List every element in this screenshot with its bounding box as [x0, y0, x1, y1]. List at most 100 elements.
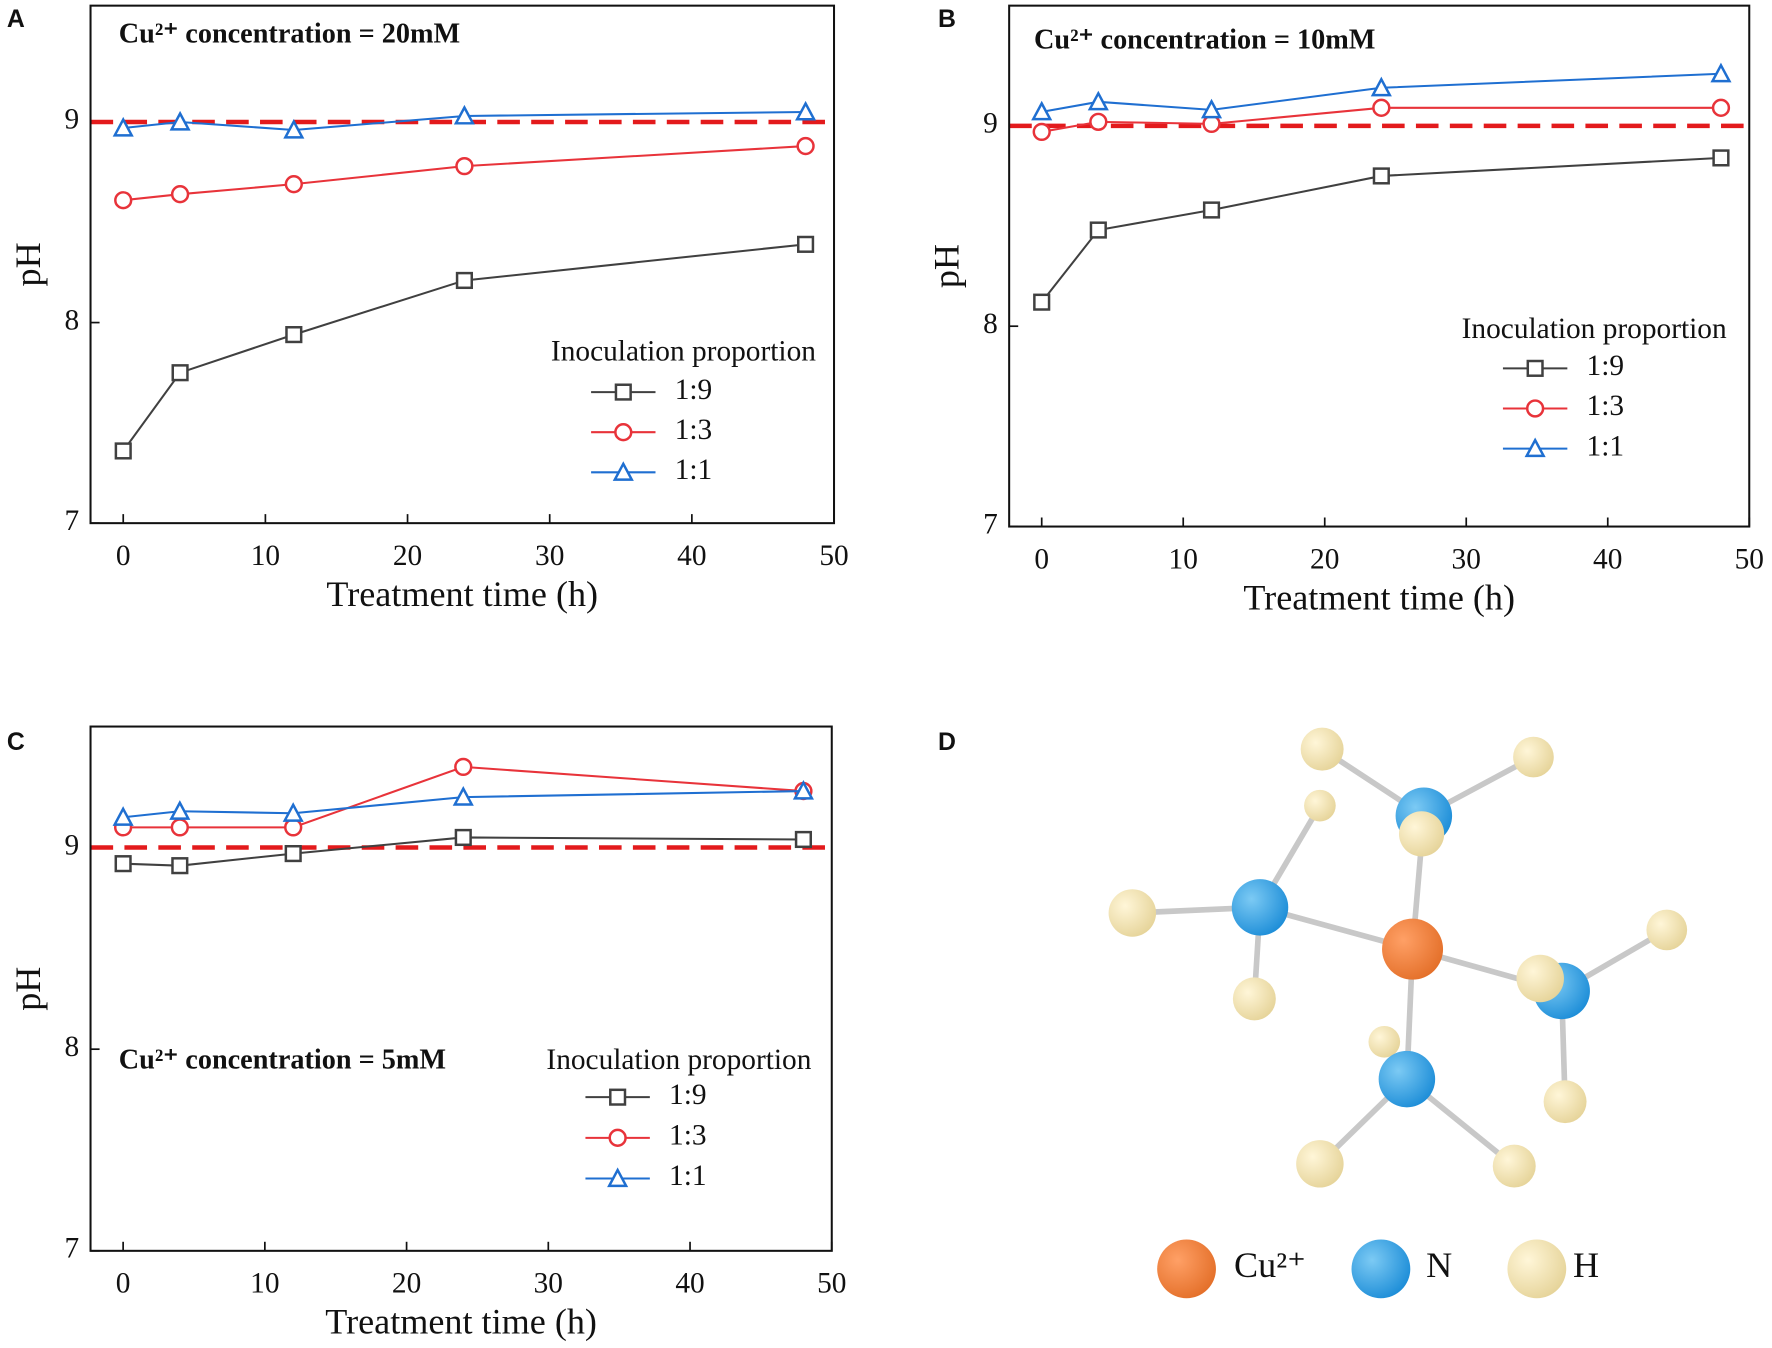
- legend-label: 1:9: [669, 1079, 707, 1111]
- x-tick-label: 10: [250, 1268, 279, 1300]
- legend-marker: [1526, 359, 1544, 377]
- y-tick-label: 9: [65, 104, 80, 136]
- x-tick-label: 50: [817, 1268, 846, 1300]
- marker: [114, 442, 132, 460]
- marker: [169, 800, 191, 820]
- marker: [171, 857, 189, 875]
- x-tick-label: 20: [1310, 543, 1339, 575]
- marker: [282, 802, 304, 822]
- marker: [283, 118, 305, 139]
- marker: [1202, 201, 1221, 219]
- panel-label: D: [938, 729, 956, 756]
- h-atom: [1300, 727, 1344, 771]
- x-tick-label: 30: [535, 540, 564, 572]
- marker: [1089, 221, 1107, 239]
- h-atom: [1492, 1144, 1536, 1188]
- plot-frame: [89, 4, 836, 525]
- marker: [284, 844, 302, 863]
- x-tick-label: 40: [1593, 543, 1622, 575]
- h-atom: [1368, 1025, 1401, 1058]
- marker: [114, 191, 133, 210]
- marker: [454, 828, 472, 847]
- marker: [1372, 167, 1390, 185]
- y-tick-label: 9: [65, 829, 80, 861]
- legend-label: 1:9: [1587, 350, 1625, 382]
- x-tick-label: 20: [392, 1268, 421, 1300]
- cu-atom: [1382, 918, 1444, 980]
- x-axis-title: Treatment time (h): [326, 574, 598, 614]
- y-tick-label: 9: [983, 108, 998, 140]
- marker: [454, 757, 473, 777]
- legend-label: 1:9: [675, 374, 713, 406]
- h-atom: [1108, 889, 1157, 937]
- x-tick-label: 0: [116, 540, 131, 572]
- x-tick-label: 20: [393, 540, 422, 572]
- x-tick-label: 10: [1169, 543, 1198, 575]
- legend-marker: [614, 423, 633, 442]
- h-atom: [1513, 736, 1554, 778]
- annotation: Cu²⁺ concentration = 5mM: [119, 1045, 446, 1076]
- h-atom: [1646, 909, 1688, 951]
- marker: [1710, 62, 1732, 83]
- y-tick-label: 8: [983, 308, 998, 340]
- legend-label: N: [1426, 1245, 1452, 1285]
- panel-label: B: [938, 6, 956, 33]
- legend-swatch: [1351, 1239, 1411, 1299]
- legend-label: 1:3: [1587, 390, 1625, 422]
- legend-title: Inoculation proportion: [551, 335, 816, 367]
- marker: [1712, 149, 1730, 167]
- legend-swatch: [1157, 1239, 1216, 1299]
- annotation: Cu²⁺ concentration = 10mM: [1034, 24, 1375, 55]
- marker: [1372, 98, 1391, 117]
- legend-label: Cu²⁺: [1234, 1245, 1306, 1285]
- legend-title: Inoculation proportion: [1462, 313, 1727, 345]
- marker: [1032, 122, 1051, 142]
- x-tick-label: 50: [819, 540, 848, 572]
- marker: [284, 175, 303, 194]
- panel-label: A: [7, 6, 25, 33]
- marker: [455, 271, 473, 290]
- y-tick-label: 7: [65, 505, 80, 537]
- marker: [797, 235, 815, 253]
- plot-frame: [1008, 4, 1751, 528]
- y-tick-label: 7: [983, 508, 998, 540]
- x-tick-label: 40: [675, 1268, 704, 1300]
- legend-swatch: [1507, 1239, 1567, 1299]
- marker: [795, 100, 817, 121]
- x-tick-label: 50: [1735, 543, 1764, 575]
- x-tick-label: 0: [116, 1268, 131, 1300]
- annotation: Cu²⁺ concentration = 20mM: [119, 19, 460, 50]
- marker: [170, 818, 189, 837]
- marker: [794, 830, 813, 849]
- y-tick-label: 8: [65, 304, 80, 336]
- marker: [452, 786, 474, 806]
- y-tick-label: 8: [65, 1031, 80, 1063]
- legend-marker: [1524, 437, 1546, 458]
- n-atom: [1231, 879, 1289, 936]
- n-atom: [1378, 1050, 1436, 1108]
- marker: [169, 110, 191, 131]
- x-tick-label: 0: [1034, 543, 1049, 575]
- marker: [112, 116, 134, 137]
- marker: [170, 185, 190, 204]
- molecule: [1108, 727, 1688, 1188]
- marker: [453, 104, 475, 125]
- legend-label: 1:1: [675, 454, 713, 486]
- marker: [792, 779, 814, 800]
- legend-label: 1:1: [669, 1160, 707, 1192]
- legend-marker: [614, 383, 632, 401]
- marker: [1089, 112, 1108, 132]
- marker: [1087, 90, 1109, 111]
- y-axis-title: pH: [8, 967, 48, 1011]
- h-atom: [1543, 1080, 1587, 1124]
- plot-frame: [89, 725, 833, 1252]
- h-atom: [1398, 811, 1445, 857]
- x-axis-title: Treatment time (h): [1243, 577, 1515, 617]
- legend-label: 1:3: [675, 414, 713, 446]
- marker: [455, 156, 474, 176]
- h-atom: [1232, 977, 1276, 1021]
- h-atom: [1296, 1140, 1344, 1188]
- marker: [171, 364, 189, 382]
- x-axis-title: Treatment time (h): [325, 1302, 597, 1342]
